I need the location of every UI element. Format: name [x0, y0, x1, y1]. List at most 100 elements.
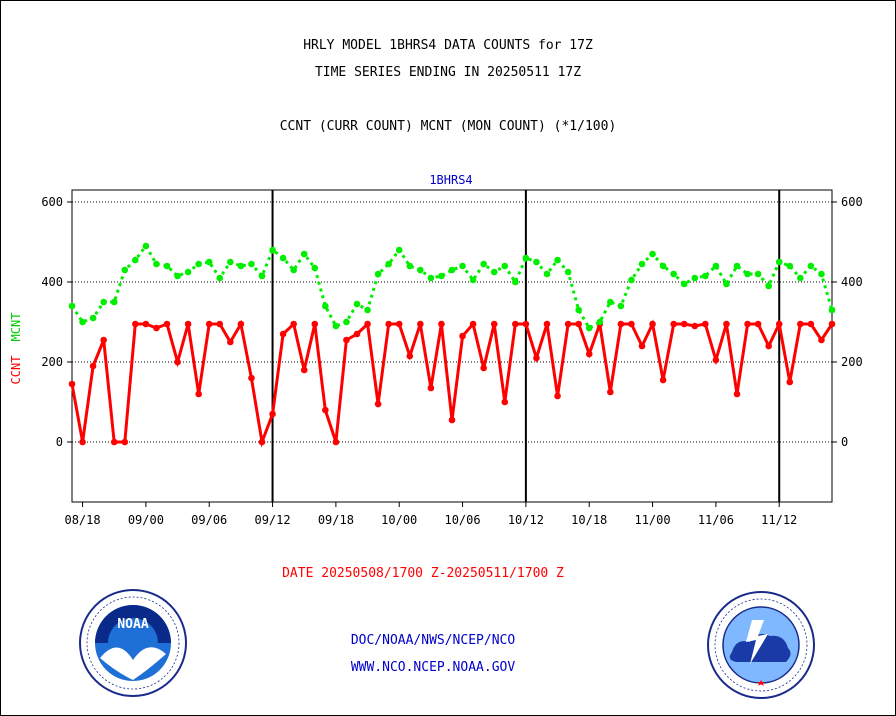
point-ccnt	[459, 332, 466, 340]
point-mcnt	[469, 276, 477, 284]
point-ccnt	[543, 320, 551, 328]
point-mcnt	[269, 246, 276, 254]
point-mcnt	[110, 298, 118, 306]
point-mcnt	[607, 298, 614, 306]
chart-title-line-1: HRLY MODEL 1BHRS4 DATA COUNTS for 17Z	[303, 38, 593, 53]
point-ccnt	[100, 336, 107, 344]
y-tick-label-right: 600	[841, 195, 863, 209]
point-ccnt	[533, 354, 540, 362]
y-tick-label-right: 400	[841, 275, 863, 289]
point-mcnt	[670, 270, 677, 278]
point-ccnt	[79, 438, 86, 446]
day-boundary-lines	[271, 190, 781, 502]
point-mcnt	[374, 270, 382, 278]
point-ccnt	[248, 374, 255, 382]
point-ccnt	[216, 320, 224, 328]
point-ccnt	[448, 416, 456, 424]
point-mcnt	[744, 270, 751, 278]
point-ccnt	[132, 320, 139, 328]
point-mcnt	[733, 262, 741, 270]
point-ccnt	[279, 330, 287, 338]
point-ccnt	[121, 438, 129, 446]
point-mcnt	[459, 262, 466, 270]
point-ccnt	[364, 320, 371, 328]
point-ccnt	[89, 362, 97, 370]
point-ccnt	[607, 388, 614, 396]
x-tick-label: 09/18	[318, 513, 354, 527]
point-mcnt	[248, 260, 255, 268]
point-ccnt	[406, 352, 414, 360]
point-ccnt	[417, 320, 424, 328]
plot-area-border	[71, 189, 833, 503]
point-mcnt	[100, 298, 107, 306]
point-ccnt	[237, 320, 245, 328]
point-ccnt	[258, 438, 266, 446]
point-ccnt	[343, 336, 350, 344]
point-mcnt	[828, 306, 836, 314]
point-mcnt	[216, 274, 224, 282]
point-mcnt	[332, 322, 340, 330]
point-mcnt	[554, 256, 561, 264]
point-mcnt	[68, 302, 76, 310]
point-ccnt	[512, 320, 519, 328]
point-mcnt	[290, 266, 297, 274]
point-mcnt	[522, 254, 530, 262]
point-ccnt	[744, 320, 751, 328]
point-ccnt	[522, 320, 530, 328]
noaa-logo: NOAA	[79, 589, 187, 697]
point-mcnt	[702, 272, 709, 280]
point-ccnt	[374, 400, 382, 408]
point-mcnt	[659, 262, 667, 270]
point-ccnt	[712, 356, 720, 364]
point-mcnt	[480, 260, 487, 268]
point-ccnt	[174, 358, 181, 366]
point-ccnt	[723, 320, 730, 328]
point-ccnt	[227, 338, 234, 346]
point-ccnt	[269, 410, 276, 418]
data-series	[68, 242, 836, 448]
point-mcnt	[343, 318, 350, 326]
point-mcnt	[142, 242, 150, 250]
point-ccnt	[649, 320, 656, 328]
point-ccnt	[385, 320, 392, 328]
time-series-chart: 1BHRS4 0 0 200 200 400 400 600 600 08/18 09/00 09…	[9, 173, 863, 527]
point-ccnt	[807, 320, 815, 328]
point-ccnt	[142, 320, 150, 328]
point-mcnt	[797, 274, 804, 282]
y-tick-label-left: 0	[56, 435, 63, 449]
point-mcnt	[680, 280, 688, 288]
point-mcnt	[406, 262, 414, 270]
point-ccnt	[110, 438, 118, 446]
point-mcnt	[195, 260, 202, 268]
point-ccnt	[765, 342, 772, 350]
point-ccnt	[300, 366, 308, 374]
y-tick-label-right: 200	[841, 355, 863, 369]
x-tick-label: 10/12	[508, 513, 544, 527]
point-ccnt	[469, 320, 477, 328]
y-tick-label-right: 0	[841, 435, 848, 449]
point-mcnt	[575, 306, 582, 314]
point-mcnt	[628, 276, 635, 284]
point-mcnt	[417, 266, 424, 274]
credit-url[interactable]: WWW.NCO.NCEP.NOAA.GOV	[350, 660, 516, 675]
point-ccnt	[554, 392, 561, 400]
x-tick-label: 11/12	[761, 513, 797, 527]
point-ccnt	[733, 390, 741, 398]
point-mcnt	[501, 262, 509, 270]
point-ccnt	[480, 364, 487, 372]
point-ccnt	[670, 320, 677, 328]
x-tick-label: 10/06	[444, 513, 480, 527]
point-ccnt	[490, 320, 498, 328]
plot-title: 1BHRS4	[429, 173, 472, 187]
point-mcnt	[649, 250, 656, 258]
point-mcnt	[89, 314, 97, 322]
point-ccnt	[786, 378, 794, 386]
point-ccnt	[427, 384, 435, 392]
x-tick-label: 11/06	[698, 513, 734, 527]
point-mcnt	[237, 262, 245, 270]
credit-org: DOC/NOAA/NWS/NCEP/NCO	[350, 633, 516, 648]
series-line-ccnt	[70, 319, 834, 448]
point-ccnt	[828, 320, 836, 328]
y-axis-label-ccnt: CCNT	[9, 356, 23, 385]
point-ccnt	[702, 320, 709, 328]
